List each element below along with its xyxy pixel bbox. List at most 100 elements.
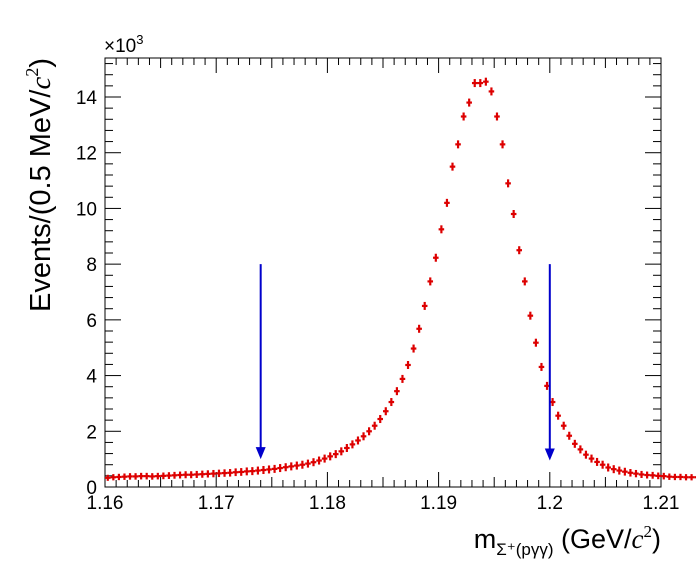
data-point-28: [260, 466, 267, 475]
y-tick-label-7: 14: [76, 88, 98, 109]
data-point-26: [249, 467, 256, 476]
x-axis-title: mΣ⁺(pγγ) (GeV/c2): [474, 522, 661, 559]
data-point-100: [661, 472, 667, 480]
data-point-23: [232, 468, 239, 477]
data-point-0: [105, 474, 111, 481]
data-point-20: [216, 469, 222, 478]
x-tick-label-0: 1.16: [87, 493, 124, 514]
data-point-56: [416, 324, 422, 333]
data-point-98: [649, 471, 656, 479]
data-point-64: [460, 112, 467, 121]
data-point-65: [466, 98, 472, 107]
data-point-11: [166, 472, 172, 479]
data-point-6: [138, 472, 144, 480]
data-point-62: [449, 162, 456, 171]
data-point-92: [616, 466, 623, 475]
data-point-41: [332, 450, 339, 459]
y-tick-label-3: 6: [86, 311, 97, 332]
data-point-81: [555, 411, 561, 420]
data-point-78: [538, 362, 545, 371]
y-multiplier: ×103: [104, 32, 143, 57]
data-point-84: [572, 439, 578, 448]
data-point-77: [533, 338, 539, 347]
cut-arrows: [255, 264, 555, 461]
x-axis-title-exp: 2: [644, 522, 653, 541]
data-point-58: [427, 277, 434, 286]
data-point-99: [655, 472, 661, 480]
data-point-2: [116, 473, 122, 481]
plot-frame: [104, 57, 662, 488]
data-point-88: [594, 457, 600, 466]
cut-arrow-head: [544, 448, 555, 461]
data-point-19: [210, 469, 217, 478]
data-point-48: [371, 421, 378, 430]
data-point-96: [638, 470, 645, 479]
data-point-67: [477, 79, 484, 88]
data-point-8: [149, 473, 156, 480]
y-tick-label-1: 2: [86, 422, 97, 443]
data-point-45: [355, 436, 361, 445]
data-point-13: [177, 471, 183, 479]
axis-ticks: [104, 58, 662, 488]
x-tick-label-4: 1.2: [537, 493, 563, 514]
data-point-37: [310, 458, 317, 467]
data-point-33: [288, 462, 295, 471]
y-multiplier-exp: 3: [136, 32, 143, 47]
data-point-29: [266, 465, 272, 474]
x-tick-label-2: 1.18: [309, 493, 346, 514]
x-tick-label-3: 1.19: [420, 493, 457, 514]
y-axis-title-main: Events/(0.5 MeV/: [25, 89, 57, 312]
y-axis-title: Events/(0.5 MeV/c2): [22, 58, 57, 312]
x-tick-label-1: 1.17: [198, 493, 235, 514]
data-point-15: [188, 471, 194, 479]
data-point-76: [527, 311, 534, 320]
data-points: [105, 77, 696, 481]
data-point-86: [583, 450, 589, 459]
y-tick-label-4: 8: [86, 255, 97, 276]
data-point-31: [277, 464, 283, 473]
data-point-97: [644, 471, 650, 479]
x-axis-title-unit: (GeV/: [553, 524, 632, 554]
y-axis-title-close: ): [25, 58, 57, 68]
data-point-17: [199, 470, 206, 478]
data-point-55: [410, 344, 417, 353]
axis-tick-labels: 1.16 1.17 1.18 1.19 1.2 1.21 0 2 4 6 8 10 12 14: [76, 88, 680, 514]
data-point-87: [588, 454, 595, 463]
data-point-10: [160, 472, 167, 480]
cut-arrow-0: [255, 264, 266, 460]
data-point-85: [577, 445, 584, 454]
x-tick-label-5: 1.21: [643, 493, 680, 514]
data-point-72: [505, 179, 511, 188]
data-point-21: [221, 469, 228, 477]
data-point-18: [205, 470, 211, 478]
data-point-35: [299, 460, 306, 469]
data-point-42: [338, 447, 345, 456]
data-point-57: [421, 301, 428, 310]
data-point-16: [193, 470, 200, 479]
data-point-70: [494, 112, 500, 121]
data-point-51: [388, 398, 395, 407]
data-point-53: [399, 374, 406, 383]
data-point-89: [599, 460, 606, 469]
y-tick-label-2: 4: [86, 367, 97, 388]
data-point-74: [516, 246, 522, 255]
x-axis-title-sub: Σ⁺(pγγ): [496, 540, 553, 559]
data-point-32: [282, 463, 289, 472]
data-point-3: [121, 473, 128, 480]
data-point-106: [694, 476, 696, 479]
data-point-24: [238, 468, 244, 476]
data-point-73: [510, 210, 517, 218]
y-tick-label-5: 10: [76, 199, 97, 220]
data-point-50: [383, 407, 389, 416]
data-point-14: [182, 471, 189, 479]
data-point-30: [271, 464, 278, 473]
data-point-93: [622, 467, 628, 476]
data-point-40: [327, 452, 333, 461]
data-point-4: [127, 473, 133, 480]
data-point-103: [677, 473, 684, 481]
data-point-105: [688, 474, 695, 481]
data-point-44: [349, 440, 356, 449]
data-point-63: [455, 140, 461, 149]
y-axis-title-exp: 2: [22, 68, 42, 77]
